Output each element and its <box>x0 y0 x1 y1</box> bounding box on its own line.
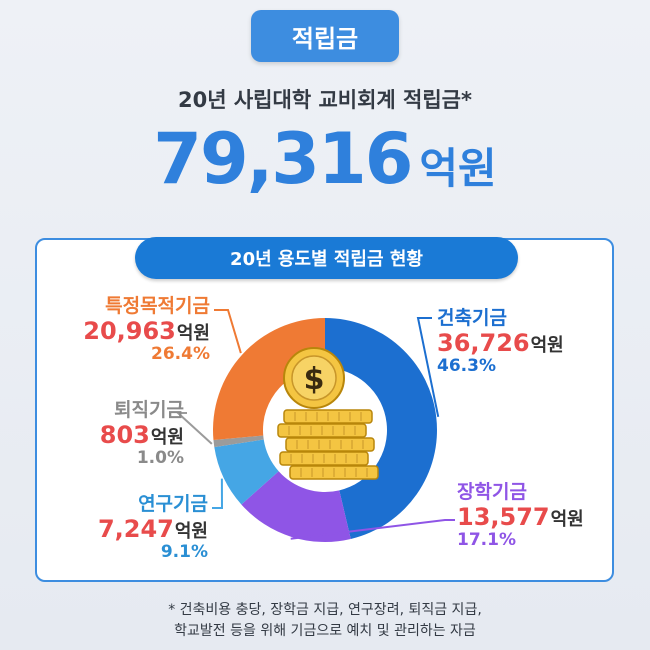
leader-line-1 <box>290 519 455 540</box>
slice-name: 특정목적기금 <box>105 295 210 317</box>
slice-name: 퇴직기금 <box>114 399 184 421</box>
total-value: 79,316 <box>153 118 413 200</box>
slice-percent: 46.3% <box>437 356 496 377</box>
total-amount: 79,316 억원 <box>0 118 650 200</box>
donut-slice-2 <box>214 439 279 505</box>
slice-percent: 1.0% <box>136 448 184 469</box>
slice-unit: 억원 <box>174 520 208 542</box>
leader-line-3 <box>175 412 213 445</box>
slice-value: 20,963 <box>83 316 176 345</box>
slice-name: 장학기금 <box>457 481 527 503</box>
donut-slice-3 <box>213 435 264 448</box>
label-retirement: 퇴직기금 803억원 1.0% <box>72 399 184 469</box>
label-construction: 건축기금 36,726억원 46.3% <box>437 307 564 377</box>
donut-slice-4 <box>213 318 325 441</box>
slice-unit: 억원 <box>176 322 210 344</box>
leader-line-0 <box>416 317 440 417</box>
label-research: 연구기금 7,247억원 9.1% <box>96 493 208 563</box>
slice-unit: 억원 <box>530 334 564 356</box>
leader-line-4 <box>214 309 242 354</box>
slice-percent: 26.4% <box>151 344 210 365</box>
category-badge: 적립금 <box>251 10 399 62</box>
slice-percent: 9.1% <box>160 542 208 563</box>
footnote-line-1: * 건축비용 충당, 장학금 지급, 연구장려, 퇴직금 지급, <box>168 602 482 618</box>
label-special-purpose: 특정목적기금 20,963억원 26.4% <box>78 295 210 365</box>
footnote: * 건축비용 충당, 장학금 지급, 연구장려, 퇴직금 지급, 학교발전 등을… <box>0 600 650 642</box>
slice-value: 7,247 <box>97 514 174 543</box>
slice-percent: 17.1% <box>457 530 516 551</box>
slice-name: 연구기금 <box>138 493 208 515</box>
page-subtitle: 20년 사립대학 교비회계 적립금* <box>178 88 472 112</box>
dollar-symbol: $ <box>304 362 325 397</box>
slice-unit: 억원 <box>550 508 584 530</box>
slice-value: 13,577 <box>457 502 550 531</box>
slice-unit: 억원 <box>150 426 184 448</box>
donut-slice-0 <box>325 318 438 539</box>
footnote-line-2: 학교발전 등을 위해 기금으로 예치 및 관리하는 자금 <box>174 623 476 639</box>
coin-stack-icon: $ <box>277 347 379 480</box>
slice-value: 803 <box>99 420 150 449</box>
slice-value: 36,726 <box>437 328 530 357</box>
label-scholarship: 장학기금 13,577억원 17.1% <box>457 481 584 551</box>
leader-line-2 <box>212 478 224 509</box>
donut-slice-1 <box>241 471 351 543</box>
chart-panel-title: 20년 용도별 적립금 현황 <box>135 237 518 279</box>
slice-name: 건축기금 <box>437 307 507 329</box>
total-unit: 억원 <box>419 144 497 193</box>
